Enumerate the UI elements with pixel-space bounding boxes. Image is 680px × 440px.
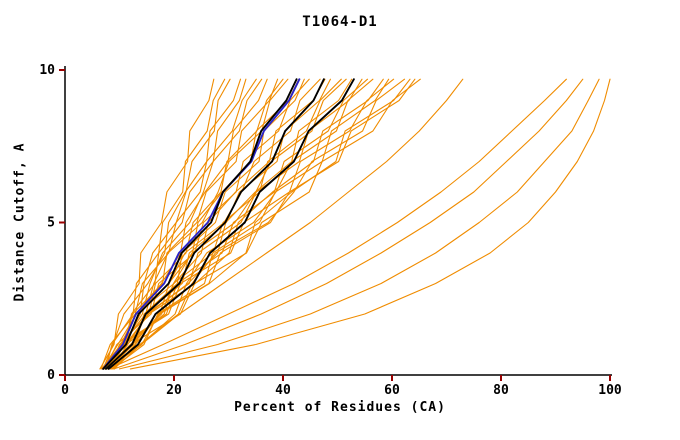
highlight-series-line: [102, 78, 301, 370]
model-series-line: [106, 78, 416, 370]
x-tick-label: 0: [61, 383, 69, 398]
model-series-line: [108, 78, 567, 370]
model-series-line: [105, 78, 226, 370]
x-tick-label: 80: [493, 383, 509, 398]
y-tick-label: 0: [47, 368, 55, 383]
model-series-line: [100, 78, 289, 370]
y-tick-label: 10: [39, 63, 55, 78]
model-series-line: [114, 78, 411, 370]
model-series-line: [100, 78, 257, 370]
model-series-line: [104, 78, 310, 370]
x-tick-label: 40: [275, 383, 291, 398]
model-series-line: [129, 78, 611, 370]
model-series-line: [111, 78, 421, 370]
reference-series-line: [107, 78, 355, 370]
model-series-line: [118, 78, 600, 370]
model-series-line: [99, 78, 215, 370]
y-tick-label: 5: [47, 216, 55, 231]
model-series-line: [102, 78, 242, 370]
x-axis-label: Percent of Residues (CA): [234, 400, 446, 415]
model-series-line: [113, 78, 584, 370]
chart-title: T1064-D1: [302, 14, 378, 30]
x-tick-label: 100: [598, 383, 622, 398]
x-tick-label: 20: [166, 383, 182, 398]
model-series-line: [108, 78, 464, 370]
reference-series-line: [104, 78, 325, 370]
x-tick-label: 60: [384, 383, 400, 398]
reference-series-line: [102, 78, 298, 370]
